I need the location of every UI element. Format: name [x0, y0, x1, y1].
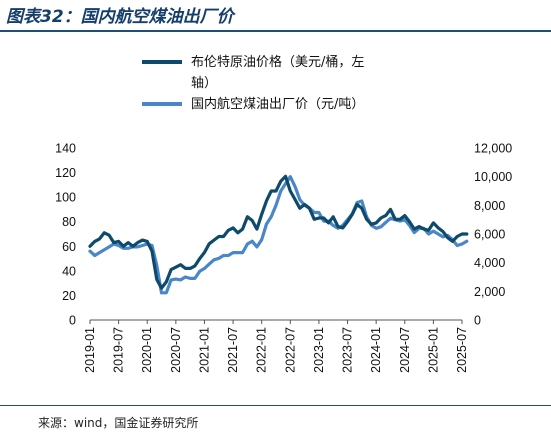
- y-axis-right: 0 2,000 4,000 6,000 8,000 10,000 12,000: [474, 142, 512, 328]
- x-tick-label: 2022-01: [255, 327, 269, 373]
- source-note: 来源：wind，国金证券研究所: [38, 416, 199, 430]
- x-tick-label: 2022-07: [283, 327, 297, 373]
- x-tick-label: 2021-01: [197, 327, 211, 373]
- y-right-tick-label: 0: [474, 314, 481, 328]
- y-right-tick-label: 4,000: [474, 256, 505, 270]
- legend: 布伦特原油价格（美元/桶，左轴） 国内航空煤油出厂价（元/吨）: [142, 54, 364, 112]
- figure-title: 图表32：国内航空煤油出厂价: [6, 7, 234, 27]
- x-tick-label: 2025-01: [426, 327, 440, 373]
- y-right-tick-label: 12,000: [474, 142, 512, 156]
- x-tick-label: 2023-01: [312, 327, 326, 373]
- y-left-tick-label: 40: [62, 264, 76, 278]
- y-right-tick-label: 10,000: [474, 170, 512, 184]
- y-left-tick-label: 140: [55, 142, 76, 156]
- y-left-tick-label: 0: [69, 314, 76, 328]
- x-tick-label: 2025-07: [455, 327, 469, 373]
- y-left-tick-label: 20: [62, 289, 76, 303]
- y-left-tick-label: 60: [62, 240, 76, 254]
- y-right-tick-label: 8,000: [474, 199, 505, 213]
- bottom-rule: [0, 405, 551, 406]
- series-line-2: [88, 175, 469, 295]
- y-right-tick-label: 6,000: [474, 228, 505, 242]
- x-tick-label: 2020-01: [140, 327, 154, 373]
- series-layer: [88, 174, 469, 295]
- x-axis: 2019-01 2019-07 2020-01 2020-07 2021-01 2021-…: [83, 320, 469, 373]
- x-tick-label: 2019-01: [83, 327, 97, 373]
- y-right-tick-label: 2,000: [474, 285, 505, 299]
- y-left-tick-label: 120: [55, 166, 76, 180]
- top-rule: [0, 30, 551, 32]
- legend-label-2: 国内航空煤油出厂价（元/吨）: [191, 96, 364, 112]
- x-tick-label: 2021-07: [226, 327, 240, 373]
- y-left-tick-label: 80: [62, 215, 76, 229]
- x-tick-label: 2020-07: [169, 327, 183, 373]
- x-tick-label: 2023-07: [341, 327, 355, 373]
- x-tick-label: 2024-01: [369, 327, 383, 373]
- y-left-tick-label: 100: [55, 191, 76, 205]
- legend-label-1: 轴）: [191, 76, 217, 91]
- x-tick-label: 2019-07: [112, 327, 126, 373]
- x-tick-label: 2024-07: [398, 327, 412, 373]
- series-line-1: [88, 174, 469, 290]
- legend-label-1: 布伦特原油价格（美元/桶，左: [191, 54, 364, 70]
- y-axis-left: 0 20 40 60 80 100 120 140: [55, 142, 76, 328]
